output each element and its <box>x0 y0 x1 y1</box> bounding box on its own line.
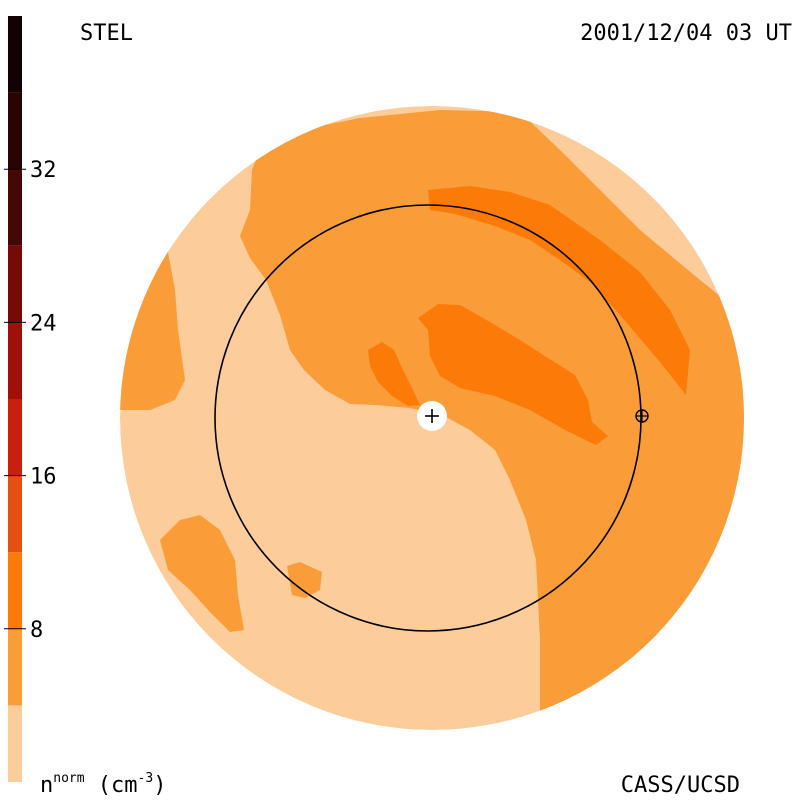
colorbar-band <box>8 169 22 246</box>
unit-superscript: norm <box>53 771 84 786</box>
credit-label: CASS/UCSD <box>621 773 740 798</box>
unit-exponent: -3 <box>138 771 154 786</box>
unit-base: n <box>40 773 53 798</box>
colorbar-band <box>8 705 22 782</box>
colorbar-band <box>8 628 22 706</box>
timestamp-label: 2001/12/04 03 UT <box>580 21 792 46</box>
sun-marker <box>417 401 447 431</box>
density-region-level2 <box>368 342 420 406</box>
colorbar-tick-label: 8 <box>30 618 43 643</box>
colorbar: 8 16 24 32 <box>4 16 57 782</box>
unit-open: (cm <box>85 773 138 798</box>
unit-close: ) <box>153 773 166 798</box>
earth-orbit-circle <box>214 204 642 632</box>
density-region-level1 <box>287 562 322 598</box>
colorbar-band <box>8 16 22 93</box>
instrument-label: STEL <box>80 21 133 46</box>
density-region-level2 <box>418 304 608 445</box>
colorbar-band <box>8 475 22 553</box>
colorbar-tick-label: 24 <box>30 311 57 336</box>
colorbar-unit-label: nnorm (cm-3) <box>40 771 166 798</box>
colorbar-band <box>8 552 22 629</box>
earth-marker <box>635 409 649 423</box>
colorbar-band <box>8 399 22 476</box>
colorbar-tick-label: 32 <box>30 158 57 183</box>
colorbar-band <box>8 322 22 399</box>
colorbar-band <box>8 245 22 323</box>
colorbar-band <box>8 92 22 170</box>
colorbar-tick-label: 16 <box>30 465 57 490</box>
density-region-level1 <box>160 515 244 632</box>
